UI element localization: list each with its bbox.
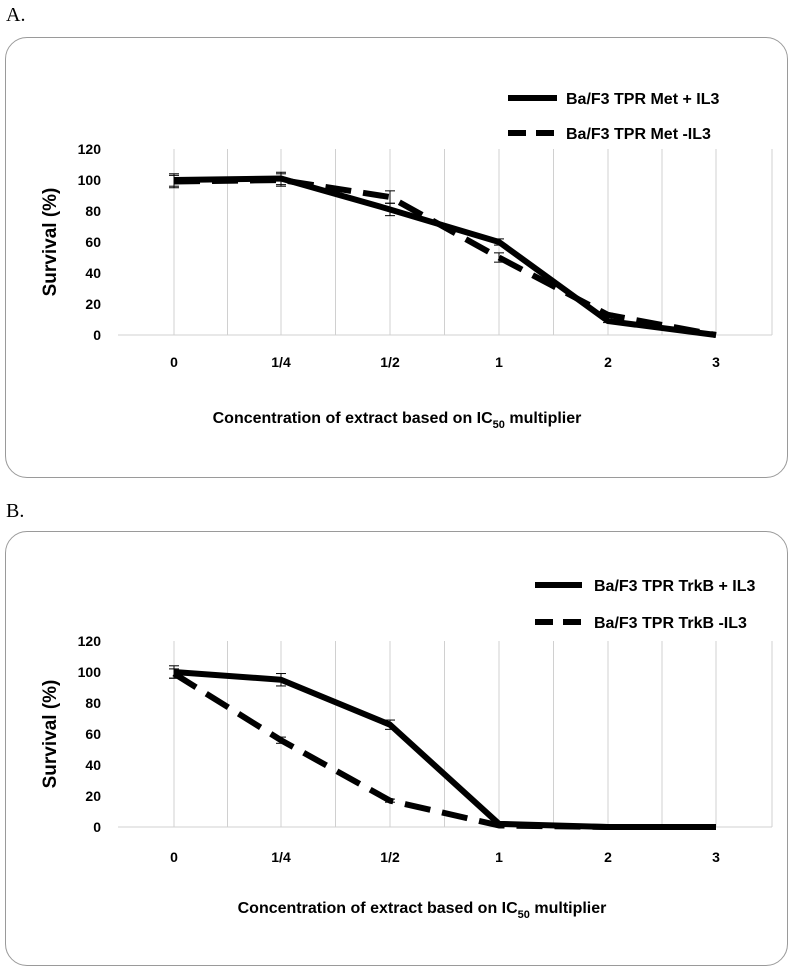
chart-b-x-tick-label: 3 [712,849,720,865]
chart-b-x-tick-label: 1 [495,849,503,865]
chart-a-y-tick-label: 100 [78,172,102,188]
panel-label-b: B. [6,500,25,522]
chart-b-y-tick-label: 120 [78,633,102,649]
chart-a-legend-label-plus-il3: Ba/F3 TPR Met + IL3 [566,91,719,108]
chart-b-x-tick-label: 0 [170,849,178,865]
panel-label-a: A. [6,4,26,26]
chart-b-y-tick-label: 100 [78,664,102,680]
chart-a-x-tick-label: 1/4 [271,354,291,370]
chart-a-y-tick-label: 120 [78,141,102,157]
chart-a-x-tick-label: 1/2 [380,354,400,370]
chart-b-y-tick-label: 80 [85,695,101,711]
chart-b-legend-label-plus-il3: Ba/F3 TPR TrkB + IL3 [594,578,755,595]
chart-a-y-tick-label: 80 [85,203,101,219]
chart-b-y-tick-label: 0 [93,819,101,835]
chart-a-y-tick-label: 0 [93,327,101,343]
chart-a-y-axis-label: Survival (%) [40,188,61,297]
chart-a-series-line-minus-il3 [173,177,717,338]
chart-a-y-tick-label: 20 [85,296,101,312]
chart-a-legend-label-minus-il3: Ba/F3 TPR Met -IL3 [566,126,711,143]
chart-b-x-axis-label: Concentration of extract based on IC50 m… [238,900,607,921]
chart-panel-b [5,531,788,966]
chart-panel-a [5,37,788,478]
chart-b-y-axis-label: Survival (%) [40,680,61,789]
chart-a-x-tick-label: 3 [712,354,720,370]
chart-a-y-tick-label: 40 [85,265,101,281]
chart-a-x-tick-label: 1 [495,354,503,370]
chart-b-legend-label-minus-il3: Ba/F3 TPR TrkB -IL3 [594,615,747,632]
chart-a-x-tick-label: 0 [170,354,178,370]
chart-a-y-tick-label: 60 [85,234,101,250]
chart-b-series-line-plus-il3 [173,669,716,830]
chart-b-y-tick-label: 20 [85,788,101,804]
chart-b-y-tick-label: 60 [85,726,101,742]
chart-a-x-tick-label: 2 [604,354,612,370]
chart-b-x-tick-label: 2 [604,849,612,865]
chart-b-x-tick-label: 1/4 [271,849,291,865]
chart-a-x-axis-label: Concentration of extract based on IC50 m… [213,410,582,431]
chart-b-series-line-minus-il3 [172,671,716,830]
chart-b-x-tick-label: 1/2 [380,849,400,865]
chart-b-y-tick-label: 40 [85,757,101,773]
